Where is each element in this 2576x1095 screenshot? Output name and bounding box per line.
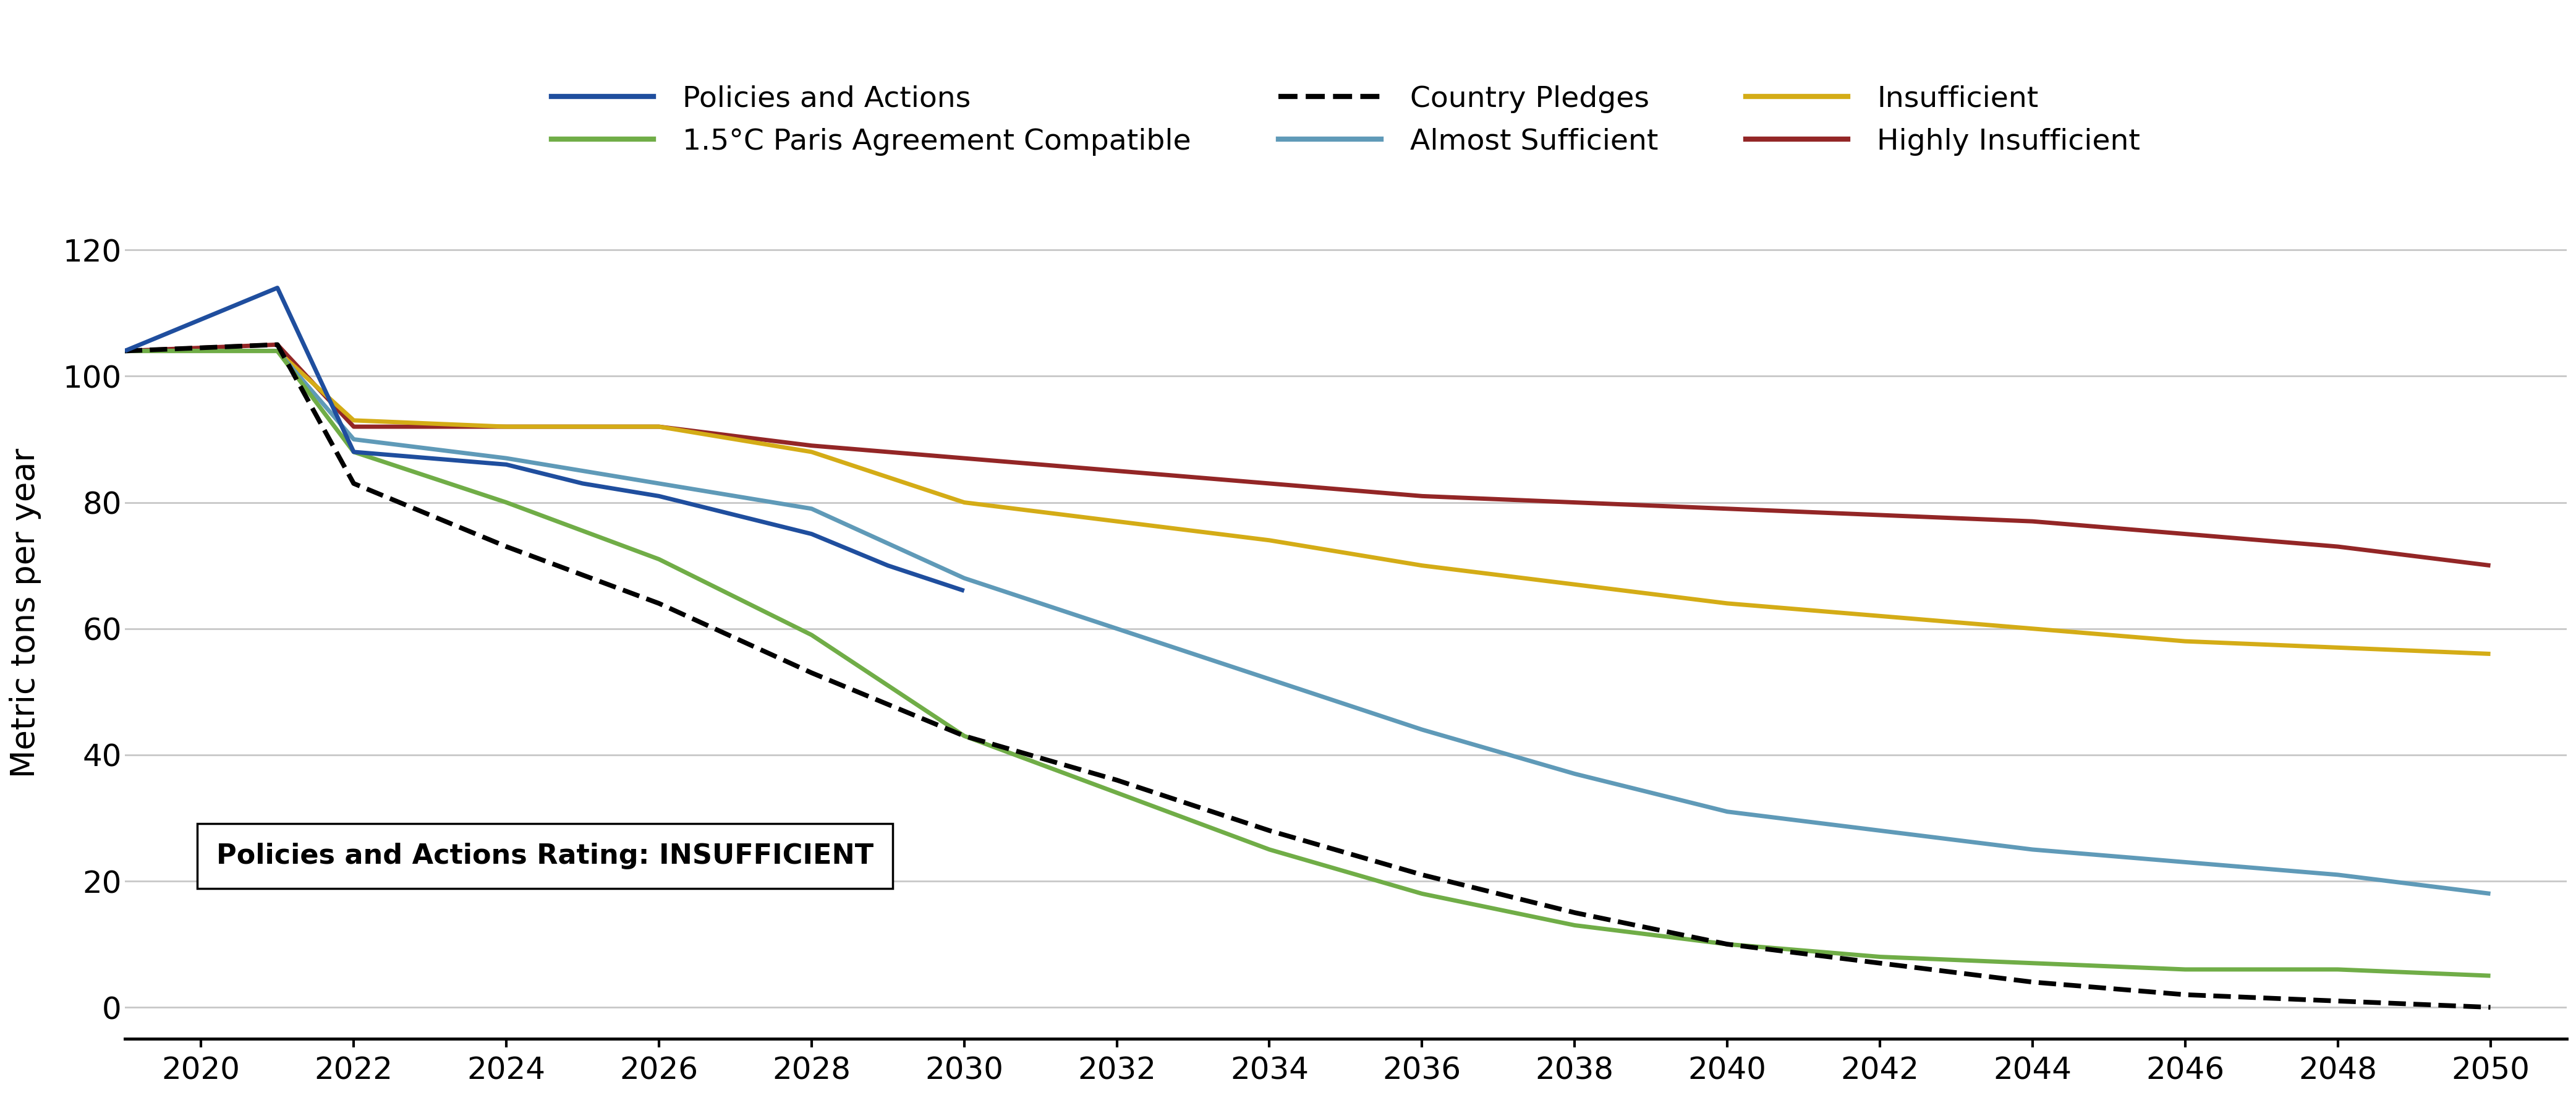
Text: Policies and Actions Rating: INSUFFICIENT: Policies and Actions Rating: INSUFFICIEN… [216, 842, 873, 869]
Y-axis label: Metric tons per year: Metric tons per year [10, 448, 41, 777]
Legend: Policies and Actions, 1.5°C Paris Agreement Compatible, Country Pledges, Almost : Policies and Actions, 1.5°C Paris Agreem… [538, 73, 2151, 168]
